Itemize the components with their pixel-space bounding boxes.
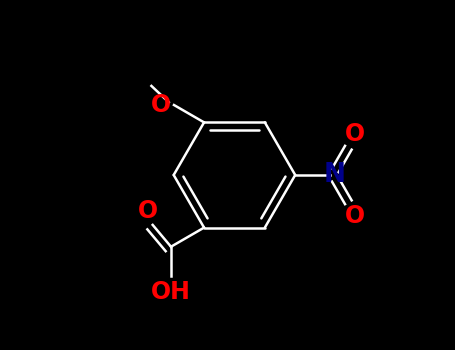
Text: O: O [151, 93, 171, 117]
Text: O: O [345, 122, 365, 146]
Text: OH: OH [151, 280, 191, 304]
Text: O: O [137, 199, 157, 223]
Text: O: O [345, 204, 365, 228]
Text: N: N [324, 162, 345, 188]
